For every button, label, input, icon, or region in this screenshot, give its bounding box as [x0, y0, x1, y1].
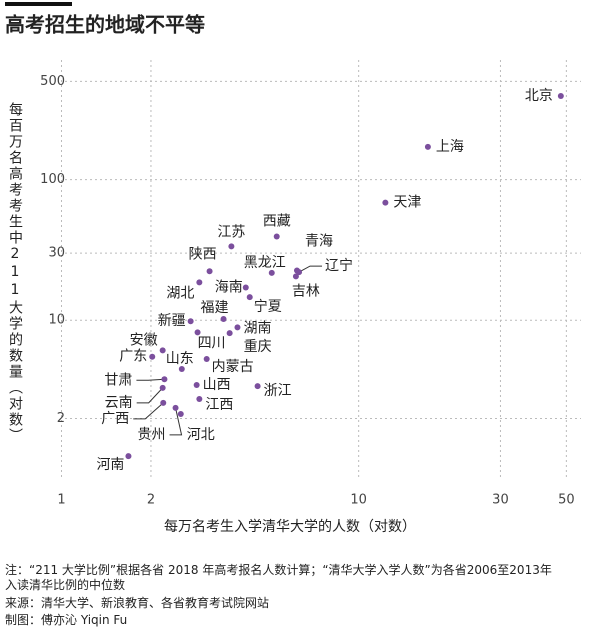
x-tick-label: 1 — [57, 493, 65, 508]
source: 来源：清华大学、新浪教育、各省教育考试院网站 — [5, 596, 270, 610]
y-tick-label: 30 — [48, 246, 65, 261]
credit: 制图：傅亦沁 Yiqin Fu — [5, 613, 128, 627]
point-label: 河北 — [187, 427, 215, 443]
point — [149, 353, 156, 360]
point-label: 江西 — [205, 397, 233, 413]
x-axis-label: 每万名考生入学清华大学的人数（对数） — [164, 519, 416, 535]
point-label: 天津 — [393, 195, 421, 211]
point — [161, 376, 168, 383]
point — [194, 329, 201, 336]
point-label: 吉林 — [292, 283, 320, 299]
point — [242, 284, 249, 291]
point-label: 辽宁 — [325, 257, 353, 274]
x-tick-label: 2 — [147, 493, 155, 508]
point-label: 广西 — [101, 411, 129, 427]
point-label: 北京 — [525, 88, 553, 104]
point-label: 山东 — [166, 351, 194, 367]
point — [196, 279, 203, 286]
point — [159, 384, 166, 391]
point — [226, 330, 233, 337]
x-tick-label: 10 — [350, 493, 367, 508]
point-label: 浙江 — [264, 383, 292, 399]
leader-line — [133, 402, 164, 420]
point — [228, 243, 235, 250]
point — [382, 199, 389, 206]
point — [177, 411, 184, 418]
point-label: 宁夏 — [254, 298, 282, 315]
point-label: 河南 — [96, 457, 124, 473]
chart-title: 高考招生的地域不平等 — [5, 13, 205, 37]
note: 入读清华比例的中位数 — [5, 578, 126, 592]
point-label: 广东 — [119, 349, 147, 365]
point — [203, 355, 210, 362]
point — [159, 347, 166, 354]
point-label: 陕西 — [189, 246, 217, 262]
point — [220, 316, 227, 323]
note: 注：“211 大学比例”根据各省 2018 年高考报名人数计算；“清华大学入学人… — [5, 563, 552, 577]
y-tick-label: 100 — [40, 172, 65, 187]
y-axis-label: 每百万名高考考生中211大学的数量（对数） — [7, 102, 23, 444]
point-label: 湖南 — [243, 320, 271, 336]
point — [268, 269, 275, 276]
point — [234, 324, 241, 331]
leader-line — [298, 265, 323, 273]
point — [160, 399, 167, 406]
point-label: 内蒙古 — [212, 359, 254, 375]
point-label: 安徽 — [130, 332, 158, 348]
point-label: 海南 — [215, 279, 243, 295]
point — [172, 404, 179, 411]
point-label: 西藏 — [263, 214, 291, 230]
point-label: 黑龙江 — [244, 255, 286, 271]
title-bar — [5, 2, 72, 6]
point — [292, 273, 299, 280]
point-label: 青海 — [305, 233, 333, 249]
y-tick-label: 10 — [48, 313, 65, 328]
point — [246, 294, 253, 301]
point — [206, 268, 213, 275]
y-tick-label: 500 — [40, 74, 65, 89]
point-label: 山西 — [203, 377, 231, 393]
point-label: 重庆 — [244, 339, 272, 355]
point-label: 上海 — [436, 139, 464, 155]
point-label: 湖北 — [166, 285, 194, 301]
y-tick-label: 2 — [57, 411, 65, 426]
point-label: 云南 — [105, 395, 133, 411]
x-tick-label: 30 — [492, 493, 509, 508]
leader-line — [136, 378, 165, 381]
leader-line — [169, 407, 183, 436]
point-label: 四川 — [198, 335, 226, 351]
point-label: 新疆 — [158, 313, 186, 329]
point — [193, 382, 200, 389]
point-label: 福建 — [201, 300, 229, 316]
point-label: 江苏 — [217, 224, 245, 240]
point — [424, 143, 431, 150]
point — [296, 269, 303, 276]
point — [557, 92, 564, 99]
point — [254, 383, 261, 390]
point — [178, 365, 185, 372]
point — [125, 453, 132, 460]
point-label: 甘肃 — [104, 372, 132, 388]
point-label: 贵州 — [138, 427, 166, 443]
leader-line — [136, 387, 164, 404]
point — [187, 318, 194, 325]
point — [273, 233, 280, 240]
point — [196, 396, 203, 403]
x-tick-label: 50 — [558, 493, 575, 508]
